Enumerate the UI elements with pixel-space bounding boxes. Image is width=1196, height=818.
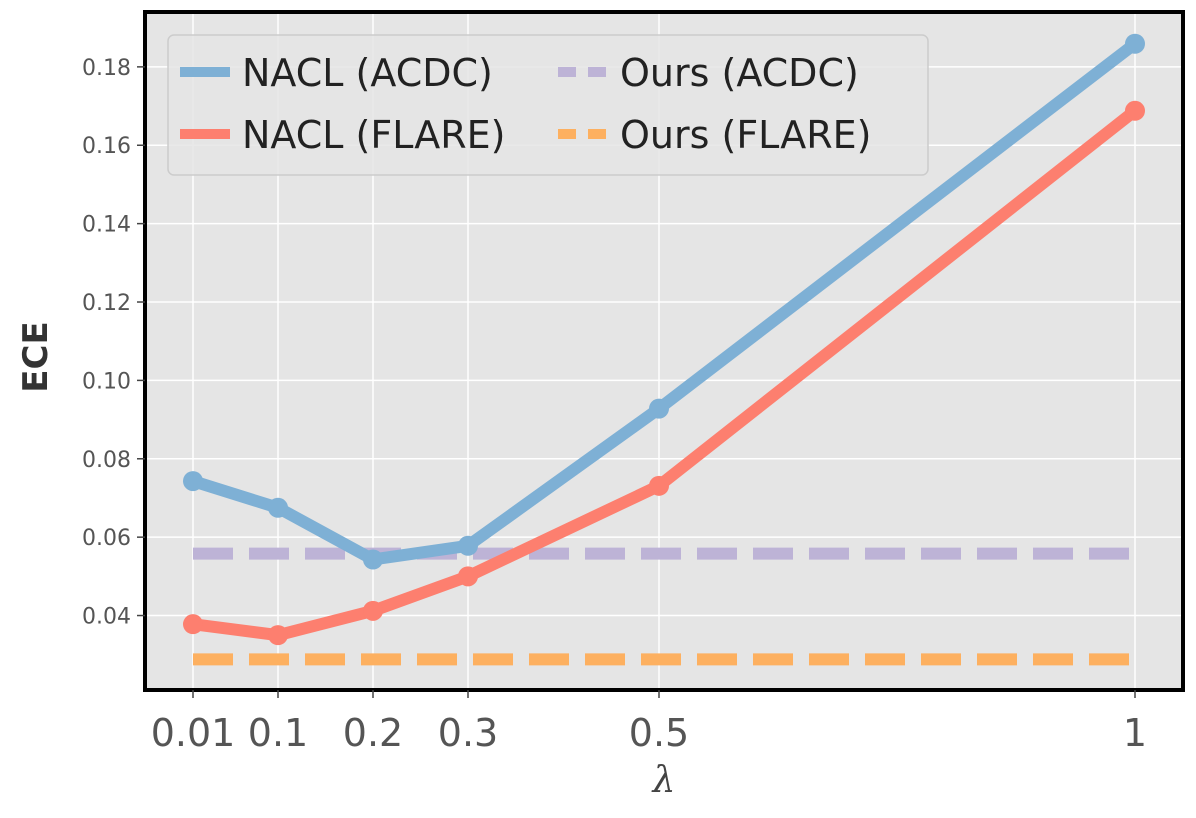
y-axis-ticks: 0.04 0.06 0.08 0.10 0.12 0.14 0.16 0.18 xyxy=(82,56,145,630)
legend-label: Ours (ACDC) xyxy=(620,51,859,95)
legend-label: NACL (FLARE) xyxy=(242,113,506,157)
x-tick-label: 0.5 xyxy=(629,711,689,755)
legend-box xyxy=(167,34,929,176)
x-tick-label: 0.2 xyxy=(343,711,403,755)
legend-item: Ours (ACDC) xyxy=(558,51,859,95)
y-tick-label: 0.16 xyxy=(82,134,131,159)
plot-frame xyxy=(143,10,1185,692)
series-nacl-acdc xyxy=(183,33,1145,570)
x-axis-ticks: 0.01 0.1 0.2 0.3 0.5 1 xyxy=(151,690,1147,755)
data-point xyxy=(1125,100,1145,121)
x-axis-label: λ xyxy=(651,760,676,801)
series-layer xyxy=(183,33,1145,666)
y-tick-label: 0.18 xyxy=(82,56,131,81)
data-point xyxy=(1125,33,1145,54)
x-tick-label: 1 xyxy=(1123,711,1147,755)
data-point xyxy=(363,549,383,570)
y-tick-label: 0.12 xyxy=(82,291,131,316)
legend-item: NACL (ACDC) xyxy=(180,51,493,95)
legend-label: NACL (ACDC) xyxy=(242,51,493,95)
data-point xyxy=(649,475,669,496)
data-point xyxy=(458,566,478,587)
series-line xyxy=(192,106,1139,642)
legend-item: NACL (FLARE) xyxy=(180,113,506,157)
x-tick-label: 0.1 xyxy=(248,711,308,755)
legend-label: Ours (FLARE) xyxy=(620,113,871,157)
data-point xyxy=(458,535,478,556)
y-tick-label: 0.06 xyxy=(82,526,131,551)
series-line xyxy=(191,38,1139,566)
x-tick-label: 0.01 xyxy=(151,711,236,755)
legend: NACL (ACDC) NACL (FLARE) Ours (ACDC) Ours (… xyxy=(167,34,929,176)
legend-item: Ours (FLARE) xyxy=(558,113,871,157)
x-tick-label: 0.3 xyxy=(438,711,498,755)
y-tick-label: 0.14 xyxy=(82,213,131,238)
y-axis-label: ECE xyxy=(16,321,56,392)
series-nacl-flare xyxy=(183,100,1145,646)
data-point xyxy=(183,614,203,635)
data-point xyxy=(363,600,383,621)
data-point xyxy=(183,471,203,492)
data-point xyxy=(268,497,288,518)
y-tick-label: 0.08 xyxy=(82,448,131,473)
data-point xyxy=(268,625,288,646)
data-point xyxy=(649,398,669,419)
y-tick-label: 0.04 xyxy=(82,605,131,630)
y-tick-label: 0.10 xyxy=(82,369,131,394)
